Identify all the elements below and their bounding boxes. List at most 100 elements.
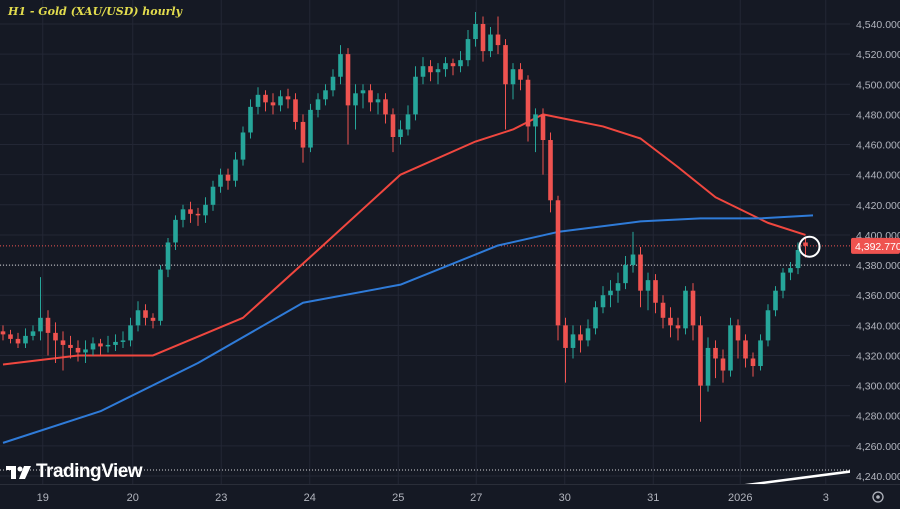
candle-body	[150, 317, 156, 321]
y-tick-label: 4,240.000	[856, 471, 900, 483]
candle-body	[420, 66, 426, 77]
candle-body	[675, 325, 681, 329]
candle-body	[548, 140, 553, 201]
candle-body	[45, 317, 51, 333]
y-tick-label: 4,460.000	[856, 140, 900, 152]
candle-body	[353, 93, 358, 106]
candle-body	[143, 310, 148, 318]
y-tick-label: 4,440.000	[856, 170, 900, 182]
candle-body	[195, 213, 201, 216]
candle-body	[533, 114, 538, 127]
candle-body	[98, 343, 103, 347]
moving-average-red	[2, 113, 806, 366]
candle-body	[585, 328, 591, 341]
candle-body	[458, 60, 463, 67]
candle-body	[735, 325, 741, 341]
tradingview-logo: TradingView	[6, 461, 143, 483]
candle-body	[788, 268, 793, 273]
candle-body	[105, 344, 111, 347]
candle-body	[630, 254, 636, 266]
candle-body	[443, 63, 448, 70]
candle-body	[600, 295, 606, 308]
candle-body	[0, 331, 6, 335]
candle-body	[660, 302, 666, 318]
candle-body	[165, 242, 171, 270]
candle-body	[728, 325, 733, 371]
settings-icon[interactable]	[872, 491, 884, 503]
y-tick-label: 4,280.000	[856, 411, 900, 423]
candle-body	[570, 334, 576, 348]
candle-body	[278, 96, 283, 106]
candle-body	[683, 290, 688, 329]
candle-body	[68, 344, 73, 348]
candle-body	[240, 132, 246, 160]
candle-body	[563, 325, 568, 348]
candle-body	[413, 76, 418, 115]
x-tick-label: 20	[127, 492, 139, 504]
candle-body	[38, 317, 43, 332]
candle-body	[53, 332, 58, 341]
candle-body	[713, 347, 718, 359]
candle-body	[135, 310, 141, 326]
candle-body	[285, 96, 291, 100]
candle-body	[525, 79, 531, 127]
candle-body	[593, 307, 598, 329]
x-tick-label: 23	[215, 492, 227, 504]
candle-body	[263, 94, 268, 103]
y-tick-label: 4,380.000	[856, 260, 900, 272]
y-tick-label: 4,520.000	[856, 49, 900, 61]
candle-body	[90, 343, 96, 350]
candle-body	[450, 63, 456, 67]
candle-body	[720, 358, 726, 371]
price-axis[interactable]: 4,240.000 4,260.000 4,280.000 4,300.000 4,32…	[851, 19, 900, 483]
x-tick-label: 31	[647, 492, 659, 504]
candle-body	[488, 34, 493, 52]
candle-body	[773, 290, 778, 311]
y-tick-label: 4,340.000	[856, 320, 900, 332]
y-tick-label: 4,260.000	[856, 441, 900, 453]
candle-body	[638, 254, 643, 291]
last-price-badge	[851, 237, 900, 254]
time-axis[interactable]: 19 20 23 24 25 27 30 31 2026 3	[37, 492, 829, 504]
candle-body	[615, 283, 621, 291]
candle-body	[698, 325, 703, 386]
candle-body	[428, 66, 433, 73]
highlight-circle	[798, 235, 821, 258]
candle-body	[668, 317, 673, 326]
x-tick-label: 30	[559, 492, 571, 504]
candle-body	[218, 174, 223, 187]
candle-body	[210, 186, 216, 205]
candle-body	[383, 99, 388, 115]
candle-body	[398, 129, 403, 138]
candle-body	[750, 358, 756, 367]
brand-name: TradingView	[36, 461, 143, 482]
x-tick-label: 3	[823, 492, 829, 504]
candle-body	[803, 242, 808, 246]
candle-body	[173, 219, 178, 243]
candle-body	[473, 24, 478, 40]
candle-body	[300, 121, 306, 148]
candle-body	[518, 69, 523, 80]
candle-body	[255, 94, 261, 107]
annotations	[744, 235, 850, 484]
candle-body	[128, 325, 133, 341]
candle-body	[390, 114, 396, 138]
y-tick-label: 4,300.000	[856, 381, 900, 393]
horizontal-levels	[0, 245, 850, 471]
candle-body	[270, 102, 276, 106]
trendline	[744, 470, 850, 484]
x-tick-label: 24	[304, 492, 316, 504]
candle-body	[743, 340, 748, 359]
candle-body	[225, 174, 231, 181]
candle-body	[578, 334, 583, 341]
tradingview-logo-icon	[6, 466, 31, 479]
candle-body	[608, 290, 613, 296]
candle-body	[540, 114, 546, 141]
candle-body	[690, 290, 696, 326]
candle-body	[510, 69, 516, 85]
candle-body	[233, 159, 238, 181]
candle-body	[705, 347, 711, 386]
candle-body	[75, 347, 81, 353]
